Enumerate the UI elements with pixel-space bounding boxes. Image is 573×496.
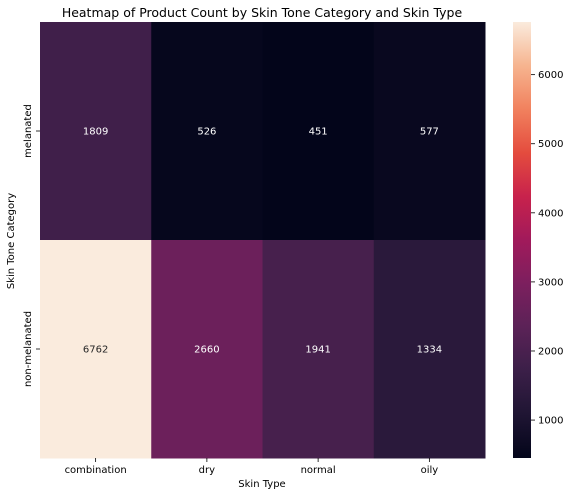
colorbar-tick-label: 3000 <box>538 277 563 288</box>
cell-annotations: 1809 526 451 577 6762 2660 1941 1334 <box>83 127 442 356</box>
cell-annotation: 526 <box>197 127 216 138</box>
colorbar <box>513 22 531 458</box>
colorbar-tick-label: 5000 <box>538 139 563 150</box>
heatmap-cells <box>40 22 486 459</box>
cell-annotation: 577 <box>420 127 439 138</box>
colorbar-tick-label: 1000 <box>538 416 563 427</box>
cell-annotation: 451 <box>309 127 328 138</box>
y-axis-label: Skin Tone Category <box>6 193 17 289</box>
x-tick-label: dry <box>199 465 215 476</box>
cell-annotation: 1334 <box>417 345 442 356</box>
heatmap-cell <box>262 22 375 241</box>
heatmap-cell <box>40 22 152 241</box>
colorbar-tick-label: 6000 <box>538 70 563 81</box>
y-axis-ticks: melanated non-melanated <box>23 104 40 387</box>
heatmap-cell <box>151 240 263 459</box>
y-tick-label: non-melanated <box>23 311 34 387</box>
y-tick-label: melanated <box>23 104 34 158</box>
cell-annotation: 1809 <box>83 127 108 138</box>
colorbar-ticks: 1000 2000 3000 4000 5000 6000 <box>531 70 563 427</box>
colorbar-tick-label: 4000 <box>538 208 563 219</box>
x-axis-label: Skin Type <box>238 479 285 490</box>
cell-annotation: 6762 <box>83 345 108 356</box>
heatmap-cell <box>373 240 486 459</box>
heatmap-cell <box>40 240 152 459</box>
x-axis-ticks: combination dry normal oily <box>65 458 439 476</box>
heatmap-cell <box>373 22 486 241</box>
cell-annotation: 1941 <box>305 345 330 356</box>
cell-annotation: 2660 <box>194 345 219 356</box>
colorbar-tick-label: 2000 <box>538 346 563 357</box>
x-tick-label: combination <box>65 465 127 476</box>
chart-title: Heatmap of Product Count by Skin Tone Ca… <box>62 5 463 20</box>
x-tick-label: normal <box>301 465 336 476</box>
x-tick-label: oily <box>421 465 439 476</box>
heatmap-cell <box>151 22 263 241</box>
heatmap-cell <box>262 240 375 459</box>
